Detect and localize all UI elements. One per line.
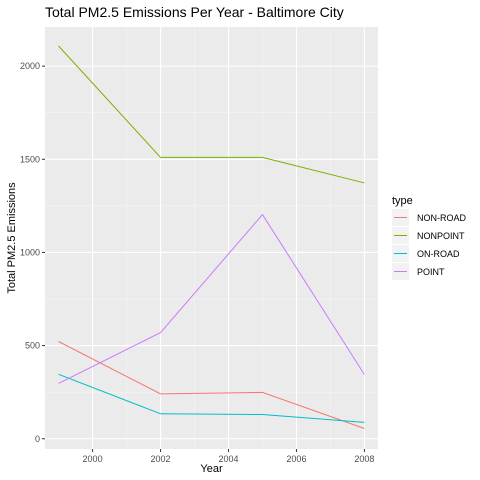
- legend-label: NON-ROAD: [417, 213, 466, 223]
- y-tick-label: 1000: [20, 247, 40, 257]
- y-tick-label: 1500: [20, 154, 40, 164]
- grid: [45, 27, 378, 449]
- legend-label: POINT: [417, 267, 445, 277]
- x-tick-label: 2008: [354, 454, 374, 464]
- x-tick-label: 2002: [151, 454, 171, 464]
- x-axis-title: Year: [200, 463, 223, 475]
- series-line-nonpoint: [58, 45, 365, 184]
- y-tick-label: 500: [25, 341, 40, 351]
- series-line-point: [58, 213, 365, 384]
- series-lines: [58, 45, 365, 429]
- series-line-on-road: [58, 373, 365, 423]
- legend-title: type: [392, 195, 413, 207]
- x-tick-label: 2004: [218, 454, 238, 464]
- plot-panel: [45, 27, 378, 449]
- x-tick-label: 2006: [286, 454, 306, 464]
- y-tick-label: 0: [35, 434, 40, 444]
- x-tick-label: 2000: [83, 454, 103, 464]
- x-axis: 2000 2002 2004 2006 2008: [83, 449, 374, 464]
- series-line-non-road: [58, 341, 365, 429]
- y-axis: 0 500 1000 1500 2000: [20, 61, 45, 444]
- y-tick-label: 2000: [20, 61, 40, 71]
- legend-label: NONPOINT: [417, 231, 465, 241]
- legend-label: ON-ROAD: [417, 249, 460, 259]
- y-axis-title: Total PM2.5 Emissions: [6, 182, 18, 294]
- legend: type NON-ROAD NONPOINT ON-ROAD POINT: [392, 195, 466, 280]
- chart-title: Total PM2.5 Emissions Per Year - Baltimo…: [45, 4, 344, 20]
